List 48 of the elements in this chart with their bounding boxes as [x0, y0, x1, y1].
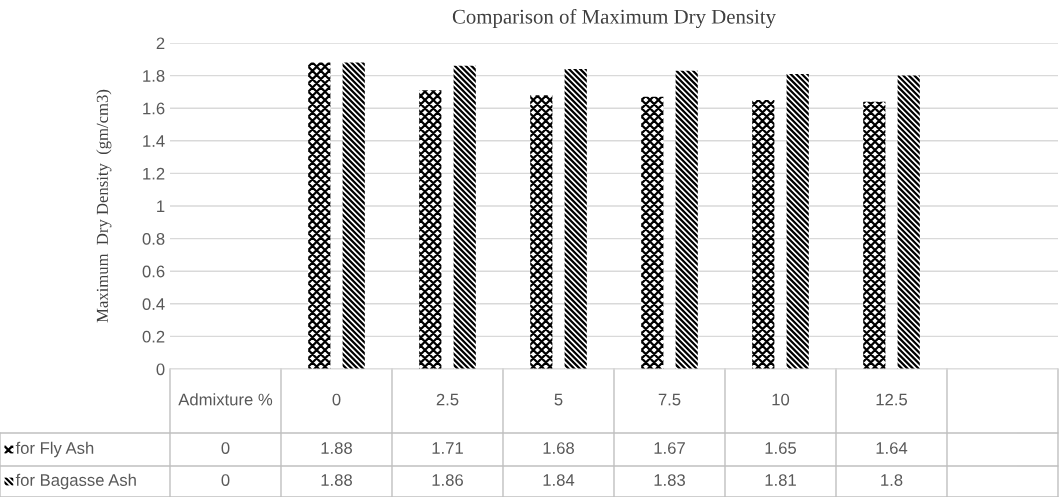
data-label: 1.88	[321, 442, 352, 454]
bar	[897, 75, 920, 369]
bar	[786, 73, 809, 369]
y-tick-label: 2	[156, 37, 165, 50]
bar	[752, 100, 775, 369]
x-tick-label: 2.5	[436, 393, 459, 406]
data-label: 1.86	[432, 474, 463, 486]
data-label: 1.8	[881, 474, 903, 486]
y-tick-label: 0.6	[142, 265, 165, 278]
y-tick-label: 0	[156, 363, 165, 376]
bar	[530, 95, 553, 369]
bar	[419, 90, 442, 369]
x-tick-label: 5	[554, 393, 563, 406]
bar	[675, 70, 698, 369]
data-label: 1.71	[432, 442, 463, 454]
y-tick-label: 1.2	[143, 167, 165, 180]
legend-label: for Fly Ash	[15, 441, 94, 458]
bar	[641, 96, 664, 369]
y-tick-label: 0.2	[142, 330, 165, 343]
y-tick-label: 1.6	[143, 102, 165, 115]
data-label: 1.64	[876, 442, 908, 454]
data-label: 1.65	[765, 442, 797, 454]
bar	[308, 62, 331, 369]
x-tick-label: 10	[772, 393, 790, 406]
data-label: 0	[221, 474, 230, 486]
y-tick-label: 1	[157, 200, 165, 213]
y-tick-label: 0.8	[142, 233, 165, 245]
x-tick-label: 7.5	[658, 393, 681, 406]
y-tick-label: 1.8	[143, 70, 165, 82]
y-tick-label: 0.4	[142, 298, 165, 310]
data-label: 0	[221, 442, 230, 454]
x-tick-label: 12.5	[876, 393, 908, 406]
data-label: 1.67	[654, 442, 685, 454]
legend-label: for Bagasse Ash	[15, 473, 136, 490]
data-label: 1.83	[654, 474, 685, 486]
bar	[453, 65, 476, 369]
data-label: 1.81	[765, 474, 796, 486]
bar	[342, 62, 365, 369]
chart-title: Comparison of Maximum Dry Density	[452, 8, 776, 29]
x-tick-label: 0	[332, 393, 341, 406]
data-label: 1.68	[543, 442, 574, 454]
y-tick-label: 1.4	[143, 135, 165, 147]
bar	[863, 101, 886, 369]
bar	[564, 69, 587, 369]
data-label: 1.88	[321, 474, 352, 486]
data-label: 1.84	[543, 474, 575, 486]
x-tick-label: Admixture %	[178, 393, 273, 406]
y-axis-title: Maximum Dry Density (gm/cm3)	[96, 89, 112, 323]
